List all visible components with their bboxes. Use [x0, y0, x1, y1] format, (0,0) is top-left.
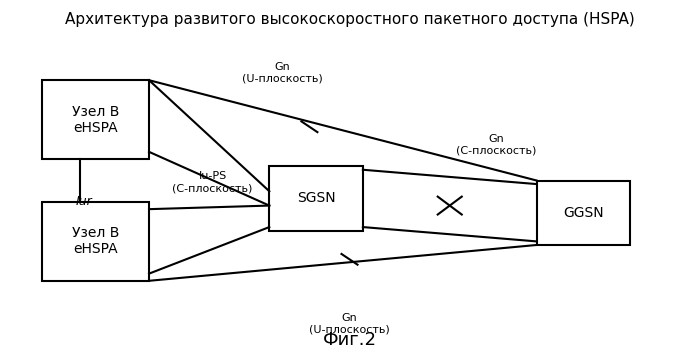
Text: Gn
(U-плоскость): Gn (U-плоскость) [243, 62, 323, 84]
FancyBboxPatch shape [42, 202, 149, 281]
Text: GGSN: GGSN [563, 206, 604, 220]
Text: Фиг.2: Фиг.2 [322, 331, 377, 349]
Text: Узел В
eHSPA: Узел В eHSPA [72, 104, 120, 135]
FancyBboxPatch shape [269, 166, 363, 231]
Text: Архитектура развитого высокоскоростного пакетного доступа (HSPA): Архитектура развитого высокоскоростного … [64, 12, 635, 27]
Text: Gn
(U-плоскость): Gn (U-плоскость) [309, 313, 390, 335]
FancyBboxPatch shape [537, 180, 630, 245]
Text: Iur: Iur [75, 196, 92, 209]
FancyBboxPatch shape [42, 80, 149, 159]
Text: Iu-PS
(С-плоскость): Iu-PS (С-плоскость) [173, 171, 253, 193]
Text: Gn
(С-плоскость): Gn (С-плоскость) [456, 134, 537, 156]
Text: Узел В
eHSPA: Узел В eHSPA [72, 226, 120, 257]
Text: SGSN: SGSN [297, 191, 336, 205]
